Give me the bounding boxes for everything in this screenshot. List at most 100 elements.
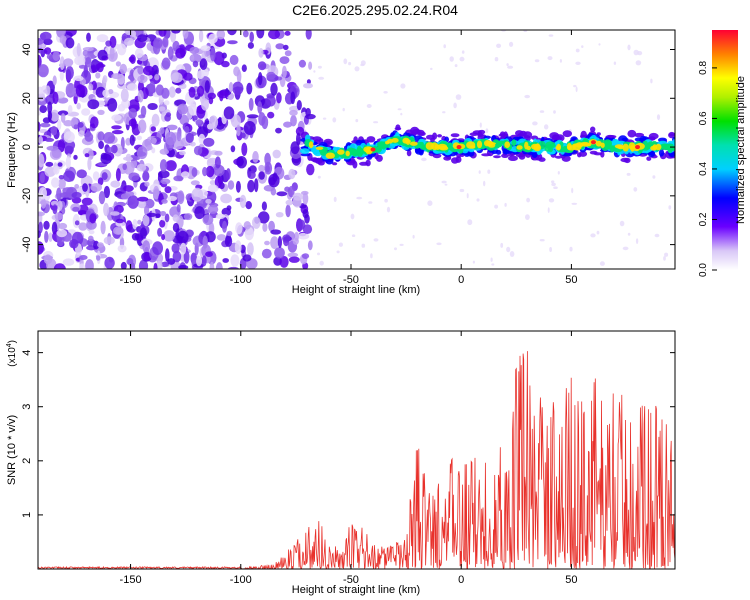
spectrogram-blob — [466, 193, 469, 199]
spectrogram-blob — [306, 79, 311, 85]
spectrogram-blob — [40, 31, 52, 41]
spectrogram-panel: -150 -100 -50 0 50 -40 -20 0 20 40 Height of str… — [6, 29, 676, 296]
spectrogram-ridge-blob — [614, 144, 624, 149]
spectrogram-blob — [137, 65, 144, 75]
spectrogram-blob — [548, 34, 554, 37]
colorbar-gradient — [712, 30, 738, 270]
spectrogram-ridge-blob — [366, 136, 376, 143]
spectrogram-blob — [265, 95, 276, 107]
snr-y-label: SNR (10 * v/v) — [6, 415, 18, 485]
spectrogram-ridge-blob — [437, 134, 442, 138]
spectrogram-blob — [89, 213, 97, 224]
spectrogram-blob — [494, 57, 499, 62]
spectrogram-ridge-blob — [668, 133, 675, 137]
spectrogram-blob — [399, 243, 404, 246]
spectrogram-blob — [73, 154, 78, 160]
spectrogram-blob — [142, 171, 150, 182]
spectrogram-blob — [506, 246, 511, 253]
spectrogram-blob — [252, 151, 259, 163]
spectrogram-x-label: Height of straight line (km) — [292, 284, 420, 296]
spectrogram-ridge-blob — [314, 157, 323, 164]
spectrogram-peak — [590, 140, 596, 145]
spectrogram-blob — [142, 214, 150, 227]
spectrogram-blob — [215, 213, 226, 219]
spectrogram-blob — [126, 83, 138, 92]
spectrogram-blob — [650, 78, 653, 84]
spectrogram-blob — [71, 197, 82, 204]
snr-y-tick-label: 4 — [21, 350, 33, 356]
spectrogram-blob — [182, 30, 189, 39]
spectrogram-blob — [507, 65, 514, 69]
spectrogram-blob — [137, 34, 148, 42]
spectrogram-blob — [90, 183, 102, 192]
spectrogram-blob — [84, 132, 94, 142]
spectrogram-ridge-blob — [634, 132, 645, 138]
spectrogram-blob — [123, 156, 133, 161]
spectrogram-blob — [285, 204, 291, 218]
spectrogram-blob — [117, 43, 127, 56]
spectrogram-ridge-blob — [548, 146, 553, 153]
spectrogram-blob — [57, 119, 62, 131]
spectrogram-blob — [142, 240, 151, 254]
spectrogram-blob — [183, 250, 190, 264]
spectrogram-blob — [131, 117, 137, 130]
spectrogram-ridge-blob — [622, 143, 629, 152]
spectrogram-blob — [200, 45, 211, 52]
spectrogram-blob — [305, 113, 316, 120]
spectrogram-blob — [302, 224, 313, 235]
spectrogram-blob — [160, 261, 170, 268]
spectrogram-blob — [49, 148, 62, 160]
spectrogram-blob — [137, 196, 149, 202]
spectrogram-ridge-blob — [562, 130, 572, 138]
spectrogram-blob — [230, 254, 240, 267]
spectrogram-blob — [230, 145, 236, 153]
spectrogram-blob — [361, 243, 366, 248]
spectrogram-blob — [177, 230, 189, 244]
spectrogram-blob — [575, 48, 580, 53]
spectrogram-ridge-blob — [385, 140, 390, 145]
spectrogram-blob — [147, 103, 158, 110]
spectrogram-blob — [239, 194, 247, 209]
spectrogram-blob — [400, 112, 403, 116]
spectrogram-blob — [58, 177, 66, 190]
snr-x-tick-label: -50 — [343, 574, 359, 586]
spectrogram-blob — [454, 64, 458, 68]
spectrogram-blob — [598, 43, 601, 46]
spectrogram-blob — [633, 49, 639, 56]
spectrogram-blob — [221, 207, 232, 217]
spectrogram-blob — [65, 66, 74, 80]
spectrogram-blob — [236, 124, 241, 137]
spectrogram-blob — [53, 166, 60, 175]
spectrogram-blob — [96, 255, 101, 261]
spectrogram-blob — [285, 199, 294, 206]
spectrogram-blob — [181, 171, 190, 179]
spectrogram-blob — [261, 115, 269, 130]
spectrogram-blob — [247, 179, 255, 193]
spectrogram-blob — [551, 180, 555, 184]
spectrogram-blob — [256, 30, 265, 39]
spectrogram-blob — [161, 234, 166, 241]
spectrogram-blob — [275, 127, 282, 134]
spectrogram-blob — [222, 258, 229, 263]
spectrogram-blob — [192, 60, 199, 68]
spectrogram-ridge-blob — [644, 143, 652, 150]
spectrogram-blob — [87, 149, 94, 160]
spectrogram-ridge-blob — [608, 135, 617, 139]
spectrogram-blob — [213, 51, 225, 66]
spectrogram-ridge-blob — [300, 148, 310, 155]
spectrogram-blob — [257, 211, 270, 224]
spectrogram-blob — [504, 202, 507, 207]
spectrogram-blob — [157, 227, 163, 237]
spectrogram-ridge-blob — [406, 149, 412, 157]
spectrogram-blob — [50, 109, 60, 122]
spectrogram-blob — [137, 89, 144, 103]
spectrogram-blob — [97, 131, 105, 141]
spectrogram-blob — [38, 86, 44, 95]
spectrogram-blob — [90, 116, 99, 129]
spectrogram-blob — [313, 70, 316, 73]
spectrogram-blob — [72, 206, 80, 212]
spectrogram-blob — [441, 180, 447, 184]
spectrogram-x-tick-label: -50 — [343, 274, 359, 286]
spectrogram-ridge-blob — [363, 146, 374, 153]
